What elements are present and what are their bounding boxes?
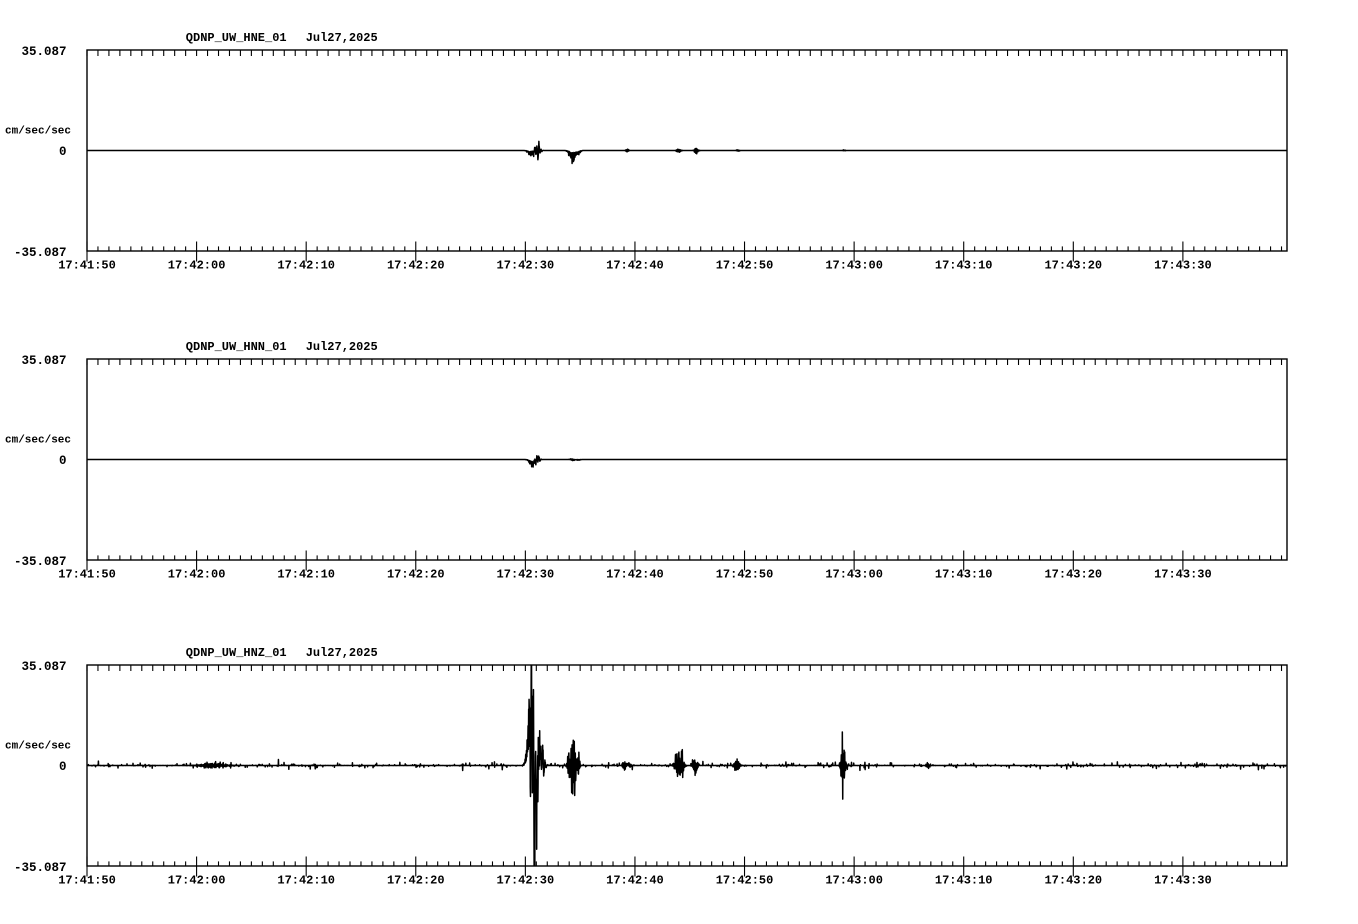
svg-text:17:42:00: 17:42:00 <box>168 874 226 888</box>
svg-text:17:41:50: 17:41:50 <box>58 874 116 888</box>
svg-text:35.087: 35.087 <box>21 45 66 59</box>
svg-text:35.087: 35.087 <box>21 660 66 674</box>
svg-text:17:42:50: 17:42:50 <box>716 568 774 582</box>
svg-text:17:42:30: 17:42:30 <box>497 568 555 582</box>
svg-text:35.087: 35.087 <box>21 354 66 368</box>
svg-text:17:43:00: 17:43:00 <box>825 259 883 273</box>
svg-text:Jul27,2025: Jul27,2025 <box>306 646 378 660</box>
svg-text:17:42:00: 17:42:00 <box>168 259 226 273</box>
svg-text:Jul27,2025: Jul27,2025 <box>306 340 378 354</box>
svg-text:17:43:10: 17:43:10 <box>935 259 993 273</box>
svg-text:17:42:10: 17:42:10 <box>277 874 335 888</box>
svg-text:17:43:20: 17:43:20 <box>1044 568 1102 582</box>
svg-text:17:43:00: 17:43:00 <box>825 874 883 888</box>
svg-text:17:42:10: 17:42:10 <box>277 568 335 582</box>
svg-text:17:43:00: 17:43:00 <box>825 568 883 582</box>
svg-text:17:43:10: 17:43:10 <box>935 568 993 582</box>
svg-text:QDNP_UW_HNN_01: QDNP_UW_HNN_01 <box>186 340 287 354</box>
svg-text:17:43:30: 17:43:30 <box>1154 259 1212 273</box>
svg-text:17:42:40: 17:42:40 <box>606 568 664 582</box>
svg-text:17:42:00: 17:42:00 <box>168 568 226 582</box>
svg-text:QDNP_UW_HNE_01: QDNP_UW_HNE_01 <box>186 31 287 45</box>
svg-text:17:41:50: 17:41:50 <box>58 259 116 273</box>
svg-text:17:43:30: 17:43:30 <box>1154 568 1212 582</box>
svg-text:17:42:50: 17:42:50 <box>716 874 774 888</box>
svg-text:17:42:50: 17:42:50 <box>716 259 774 273</box>
svg-text:17:43:30: 17:43:30 <box>1154 874 1212 888</box>
svg-text:17:42:40: 17:42:40 <box>606 259 664 273</box>
svg-text:17:43:20: 17:43:20 <box>1044 874 1102 888</box>
svg-text:17:42:30: 17:42:30 <box>497 874 555 888</box>
svg-text:17:43:20: 17:43:20 <box>1044 259 1102 273</box>
svg-text:cm/sec/sec: cm/sec/sec <box>5 435 71 447</box>
svg-text:QDNP_UW_HNZ_01: QDNP_UW_HNZ_01 <box>186 646 287 660</box>
svg-text:cm/sec/sec: cm/sec/sec <box>5 126 71 138</box>
svg-text:17:43:10: 17:43:10 <box>935 874 993 888</box>
svg-text:17:42:20: 17:42:20 <box>387 568 445 582</box>
svg-text:17:42:40: 17:42:40 <box>606 874 664 888</box>
svg-text:17:42:20: 17:42:20 <box>387 259 445 273</box>
svg-text:17:42:10: 17:42:10 <box>277 259 335 273</box>
svg-text:0: 0 <box>59 145 67 159</box>
svg-text:Jul27,2025: Jul27,2025 <box>306 31 378 45</box>
svg-text:17:41:50: 17:41:50 <box>58 568 116 582</box>
svg-text:0: 0 <box>59 454 67 468</box>
svg-text:cm/sec/sec: cm/sec/sec <box>5 741 71 753</box>
svg-text:17:42:20: 17:42:20 <box>387 874 445 888</box>
svg-text:0: 0 <box>59 760 67 774</box>
svg-text:17:42:30: 17:42:30 <box>497 259 555 273</box>
